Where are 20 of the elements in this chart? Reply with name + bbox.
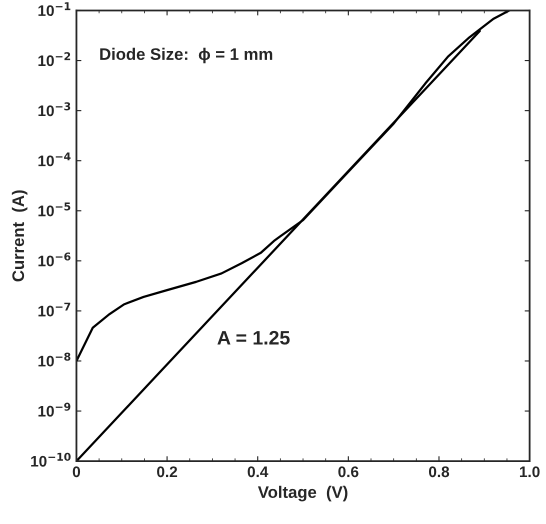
x-tick-label: 0.8	[428, 466, 450, 478]
x-tick-label: 1.0	[520, 466, 540, 478]
y-tick-label: 10$^{−6}$	[38, 252, 70, 266]
y-tick-label: 10$^{−4}$	[38, 152, 71, 166]
y-tick-label: 10$^{−3}$	[38, 102, 70, 116]
x-tick-label: 0.4	[248, 466, 268, 478]
y-tick-label: 10$^{−7}$	[38, 302, 70, 316]
x-axis-title: Voltage (V)	[258, 486, 348, 502]
annotation: Diode Size: ϕ = 1 mm	[100, 48, 272, 64]
y-tick-label: 10$^{−2}$	[38, 52, 70, 66]
x-tick-label: 0.6	[338, 466, 358, 478]
y-tick-label: 10$^{−8}$	[38, 352, 70, 367]
annotation: A = 1.25	[217, 330, 290, 345]
y-tick-label: 10$^{−5}$	[38, 202, 70, 216]
y-axis-title: Current (A)	[12, 190, 28, 282]
x-tick-label: 0.2	[157, 466, 178, 478]
y-tick-label: 10$^{−10}$	[31, 452, 71, 467]
x-tick-label: 0	[72, 466, 80, 478]
y-tick-label: 10$^{−9}$	[38, 402, 70, 417]
y-tick-label: 10$^{−1}$	[38, 2, 70, 16]
